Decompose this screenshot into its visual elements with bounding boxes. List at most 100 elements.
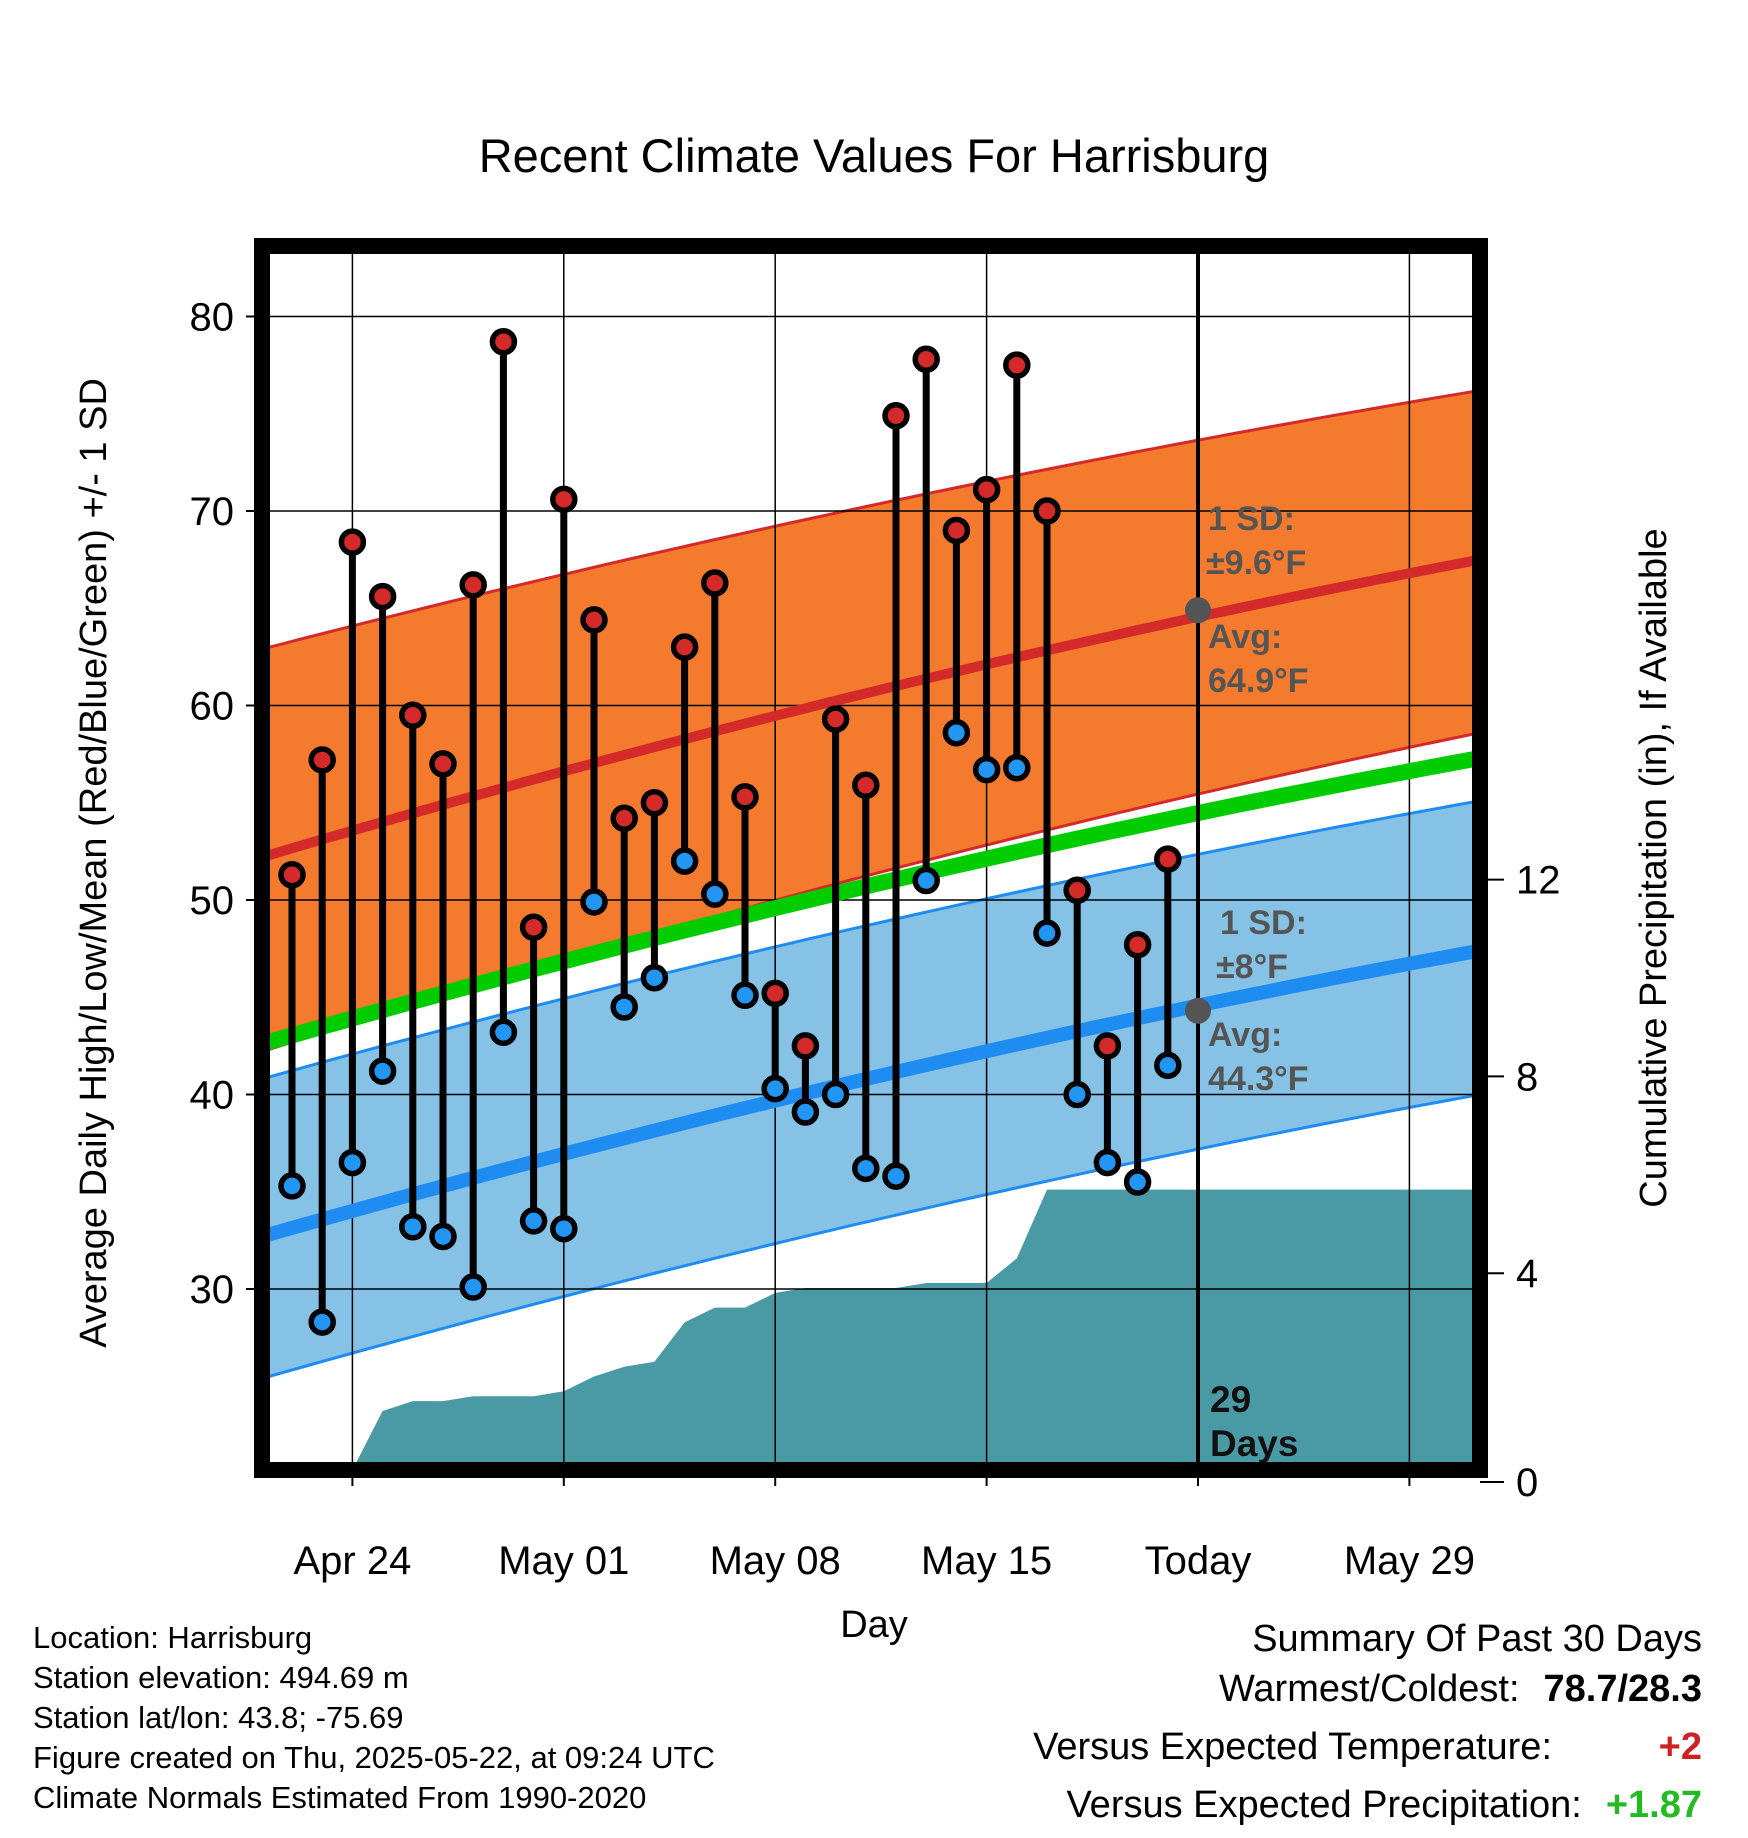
low-marker [731, 981, 759, 1010]
summary-title: Summary Of Past 30 Days [1252, 1618, 1702, 1660]
temp-versus-label: Versus Expected Temperature: [1033, 1726, 1552, 1768]
y2-tick-label: 4 [1516, 1252, 1538, 1296]
high-marker [550, 485, 578, 514]
high-marker [821, 705, 850, 733]
y-tick-label: 30 [190, 1268, 235, 1312]
warmest-coldest-label: Warmest/Coldest: [1218, 1668, 1520, 1710]
x-tick-label: May 29 [1344, 1539, 1475, 1583]
low-marker [701, 880, 729, 908]
low-marker [519, 1207, 548, 1235]
high-marker [1093, 1032, 1122, 1060]
y2-tick-label: 8 [1516, 1055, 1538, 1099]
chart-title: Recent Climate Values For Harrisburg [479, 129, 1270, 182]
high-marker [1154, 845, 1182, 873]
low-band-lower-edge [261, 1093, 1481, 1380]
normal-lines [259, 554, 1482, 1244]
low-marker [942, 718, 971, 747]
low-marker [338, 1148, 367, 1177]
x-axis-label: Day [840, 1604, 908, 1646]
high-sd-label: 1 SD: [1208, 500, 1295, 538]
low-marker [610, 993, 638, 1021]
low-marker [761, 1074, 789, 1103]
low-marker [1093, 1148, 1122, 1177]
high-marker [399, 701, 427, 729]
high-marker [1123, 930, 1152, 959]
mean-avg-line [259, 750, 1482, 1052]
location-text: Location: Harrisburg [33, 1620, 313, 1655]
summary-panel: Summary Of Past 30 Days Warmest/Coldest:… [1033, 1614, 1702, 1838]
high-marker [1003, 351, 1031, 379]
high-marker [1033, 497, 1061, 525]
normals-text: Climate Normals Estimated From 1990-2020 [33, 1780, 647, 1815]
low-avg-value: 44.3°F [1208, 1060, 1309, 1098]
low-marker [821, 1080, 850, 1109]
low-band-upper-edge [261, 799, 1481, 1081]
precip-versus-row: Versus Expected Precipitation: +1.87 [1033, 1780, 1702, 1838]
x-tick-label: May 01 [498, 1539, 629, 1583]
high-marker [278, 860, 306, 889]
low-marker [882, 1162, 910, 1190]
low-marker [459, 1273, 487, 1301]
precip-versus-label: Versus Expected Precipitation: [1066, 1784, 1582, 1826]
low-avg-today-dot [1185, 997, 1211, 1024]
low-marker [580, 888, 608, 916]
created-text: Figure created on Thu, 2025-05-22, at 09… [33, 1740, 715, 1775]
temp-versus-value: +2 [1658, 1726, 1702, 1768]
warmest-coldest-row: Warmest/Coldest: 78.7/28.3 [1033, 1664, 1702, 1722]
high-marker [731, 783, 759, 811]
y2-tick-label: 0 [1516, 1461, 1538, 1505]
y2-tick-label: 12 [1516, 859, 1561, 903]
high-marker [912, 345, 940, 374]
low-marker [308, 1308, 336, 1336]
x-tick-label: May 15 [921, 1539, 1052, 1583]
normal-annotations: 1 SD: ±9.6°F Avg: 64.9°F 1 SD: ±8°F Avg: 44.3°F [1185, 500, 1309, 1098]
high-avg-label: Avg: [1208, 618, 1282, 656]
y-tick-label: 60 [190, 685, 235, 729]
x-tick-label: May 08 [710, 1539, 841, 1583]
low-sd-value: ±8°F [1216, 948, 1288, 986]
latlon-text: Station lat/lon: 43.8; -75.69 [33, 1700, 404, 1735]
low-marker [852, 1154, 880, 1183]
high-sd-value: ±9.6°F [1206, 544, 1306, 582]
high-marker [368, 582, 397, 611]
high-marker [580, 606, 608, 634]
high-marker [670, 633, 699, 661]
x-tick-label: Apr 24 [293, 1539, 411, 1583]
precip-area [261, 1189, 1500, 1470]
low-marker [972, 755, 1001, 784]
high-marker [610, 804, 638, 833]
high-avg-line [260, 554, 1481, 862]
today-days-label: 29 [1210, 1379, 1251, 1420]
y-tick-label: 40 [190, 1074, 235, 1118]
y-tick-label: 70 [190, 490, 235, 534]
precip-versus-value: +1.87 [1605, 1784, 1702, 1826]
high-marker [882, 401, 910, 430]
high-marker [429, 750, 457, 778]
y2-axis-label: Cumulative Precipitation (in), If Availa… [1633, 528, 1675, 1207]
high-marker [791, 1032, 820, 1060]
high-marker [1063, 876, 1091, 905]
high-avg-value: 64.9°F [1208, 662, 1309, 700]
warmest-coldest-value: 78.7/28.3 [1543, 1668, 1702, 1710]
x-tick-label: Today [1145, 1539, 1252, 1583]
high-avg-today-dot [1185, 597, 1211, 624]
high-marker [942, 516, 971, 545]
elevation-text: Station elevation: 494.69 m [33, 1660, 409, 1695]
plot-border [254, 238, 1488, 1478]
low-marker [640, 964, 669, 992]
high-marker [459, 571, 487, 599]
low-marker [670, 847, 699, 875]
y-axis-label: Average Daily High/Low/Mean (Red/Blue/Gr… [73, 378, 115, 1348]
low-marker [489, 1018, 518, 1047]
low-marker [550, 1214, 578, 1243]
low-avg-label: Avg: [1208, 1016, 1282, 1054]
high-band-upper-edge [261, 388, 1481, 651]
low-marker [429, 1222, 457, 1251]
high-marker [640, 789, 669, 817]
station-info: Location: Harrisburg Station elevation: … [33, 1618, 715, 1818]
high-marker [519, 913, 548, 941]
low-marker [1003, 753, 1031, 782]
high-marker [489, 328, 518, 356]
